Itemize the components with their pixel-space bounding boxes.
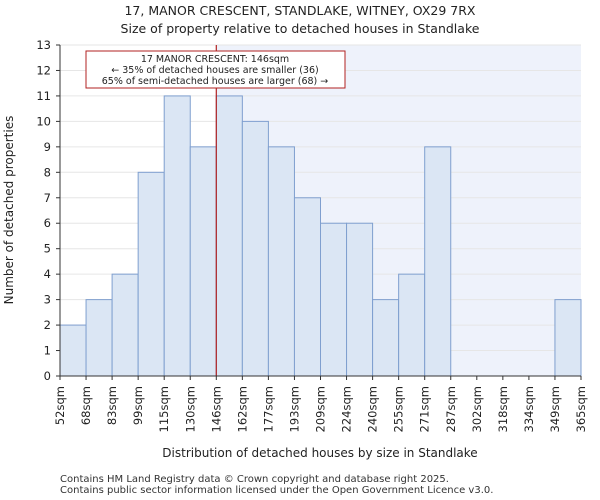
bars [59,95,582,377]
y-tick-label: 6 [44,216,51,230]
footer-line-1: Contains HM Land Registry data © Crown c… [60,474,449,485]
x-tick-label: 302sqm [470,386,484,432]
x-tick-label: 349sqm [548,386,562,432]
bar-68sqm [85,299,113,377]
annotation-border [85,50,346,89]
y-tick-label: 11 [36,89,51,103]
chart-title-line-1: 17, MANOR CRESCENT, STANDLAKE, WITNEY, O… [124,3,475,18]
x-tick-label: 162sqm [235,386,249,432]
x-tick-label: 209sqm [314,386,328,432]
x-tick-label: 115sqm [157,386,171,432]
x-tick-label: 177sqm [261,386,275,432]
bar-162sqm [241,120,269,377]
y-tick-label: 12 [36,63,51,77]
x-tick-label: 99sqm [131,386,145,425]
bar-83sqm [111,273,139,377]
y-tick-label: 3 [44,293,51,307]
y-tick-label: 1 [44,344,51,358]
x-tick-label: 68sqm [79,386,93,425]
chart-title-line-2: Size of property relative to detached ho… [121,21,480,36]
annotation-line-1: 17 MANOR CRESCENT: 146sqm [141,54,289,65]
bar-349sqm [554,299,582,377]
bar-99sqm [137,171,165,377]
bar-209sqm [320,222,348,377]
y-tick-label: 2 [44,318,51,332]
annotation-line-2: ← 35% of detached houses are smaller (36… [111,65,318,76]
x-axis-label: Distribution of detached houses by size … [162,446,477,460]
y-tick-label: 5 [44,242,51,256]
x-tick-label: 130sqm [183,386,197,432]
y-tick-label: 4 [44,267,51,281]
x-tick-label: 193sqm [287,386,301,432]
bar-240sqm [372,299,400,377]
y-tick-label: 8 [44,165,51,179]
bar-224sqm [346,222,374,377]
annotation-line-3: 65% of semi-detached houses are larger (… [102,76,329,87]
y-tick-label: 0 [44,369,51,383]
y-axis-label: Number of detached properties [2,116,16,305]
x-tick-label: 146sqm [209,386,223,432]
y-tick-label: 13 [36,38,51,52]
x-tick-label: 334sqm [522,386,536,432]
annotation-box: 17 MANOR CRESCENT: 146sqm ← 35% of detac… [85,50,346,89]
bar-115sqm [163,95,191,377]
bar-193sqm [293,197,322,377]
bar-271sqm [424,146,452,377]
bar-130sqm [189,146,217,377]
bar-177sqm [267,146,295,377]
x-tick-label: 83sqm [105,386,119,425]
x-ticks: 52sqm 68sqm 83sqm 99sqm 115sqm 130sqm 146sqm 16… [53,376,588,432]
x-tick-label: 255sqm [392,386,406,432]
x-tick-label: 52sqm [53,386,67,425]
x-tick-label: 287sqm [444,386,458,432]
bar-255sqm [398,273,426,377]
y-tick-label: 7 [44,191,51,205]
x-tick-label: 318sqm [496,386,510,432]
bar-52sqm [59,324,87,377]
footer-line-2: Contains public sector information licen… [60,485,493,496]
y-tick-label: 10 [36,114,51,128]
x-tick-label: 271sqm [418,386,432,432]
y-tick-label: 9 [44,140,51,154]
bar-146sqm [215,95,243,377]
x-tick-label: 240sqm [366,386,380,432]
x-tick-label: 365sqm [574,386,588,432]
x-tick-label: 224sqm [340,386,354,432]
